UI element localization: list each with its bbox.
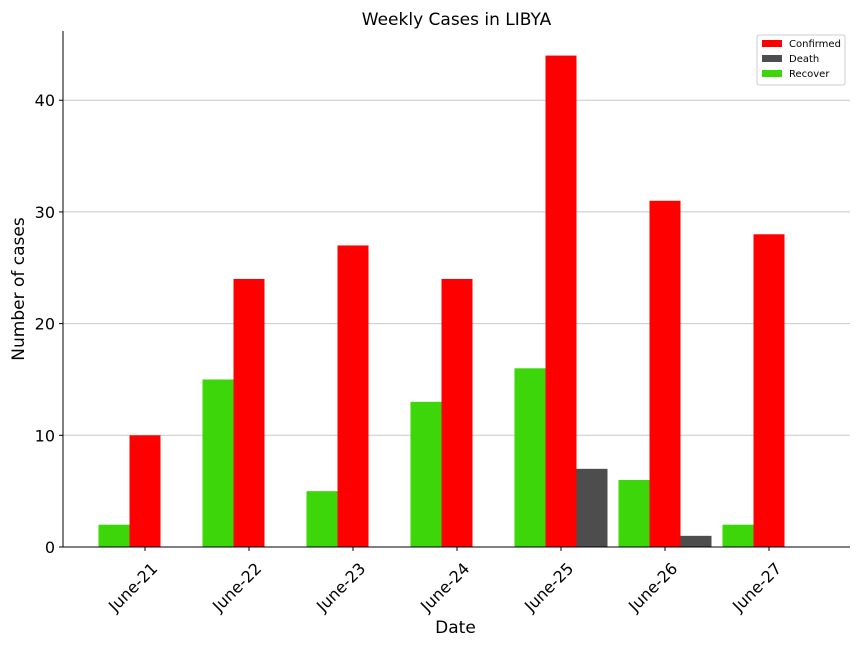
legend-swatch-recover — [762, 70, 782, 77]
legend-label-death: Death — [789, 54, 819, 65]
x-tick-label-june-21: June-21 — [104, 559, 161, 616]
bar-recover-june-25 — [514, 368, 546, 547]
legend: Confirmed Death Recover — [756, 34, 846, 86]
bar-confirmed-june-25 — [545, 55, 577, 547]
bar-confirmed-june-21 — [129, 435, 161, 547]
legend-label-confirmed: Confirmed — [789, 39, 841, 50]
x-tick-label-june-26: June-26 — [624, 559, 681, 616]
legend-swatch-death — [762, 55, 782, 62]
bar-death-june-26 — [680, 535, 712, 547]
y-tick-label-0: 0 — [45, 538, 55, 557]
bar-confirmed-june-24 — [441, 278, 473, 547]
bar-recover-june-27 — [722, 524, 754, 547]
bar-recover-june-23 — [306, 491, 338, 547]
bar-recover-june-26 — [618, 479, 650, 547]
chart-title: Weekly Cases in LIBYA — [362, 10, 552, 30]
x-tick-label-june-27: June-27 — [728, 559, 785, 616]
x-tick-label-june-22: June-22 — [208, 559, 265, 616]
x-tick-label-june-24: June-24 — [416, 559, 473, 616]
bar-confirmed-june-23 — [337, 245, 369, 547]
y-tick-label-40: 40 — [35, 91, 55, 110]
bars — [98, 55, 785, 548]
bar-confirmed-june-22 — [233, 278, 265, 547]
x-tick-label-june-23: June-23 — [312, 559, 369, 616]
x-tick-label-june-25: June-25 — [520, 559, 577, 616]
bar-recover-june-21 — [98, 524, 130, 547]
y-tick-label-10: 10 — [35, 426, 55, 445]
bar-confirmed-june-27 — [753, 234, 785, 548]
x-axis-label: Date — [435, 618, 476, 638]
bar-confirmed-june-26 — [649, 200, 681, 547]
y-tick-label-20: 20 — [35, 315, 55, 334]
legend-swatch-confirmed — [762, 40, 782, 47]
y-axis-label: Number of cases — [9, 217, 29, 361]
y-tick-label-30: 30 — [35, 203, 55, 222]
bar-death-june-25 — [576, 468, 608, 547]
bar-recover-june-24 — [410, 401, 442, 547]
legend-label-recover: Recover — [789, 69, 830, 80]
bar-recover-june-22 — [202, 379, 234, 547]
